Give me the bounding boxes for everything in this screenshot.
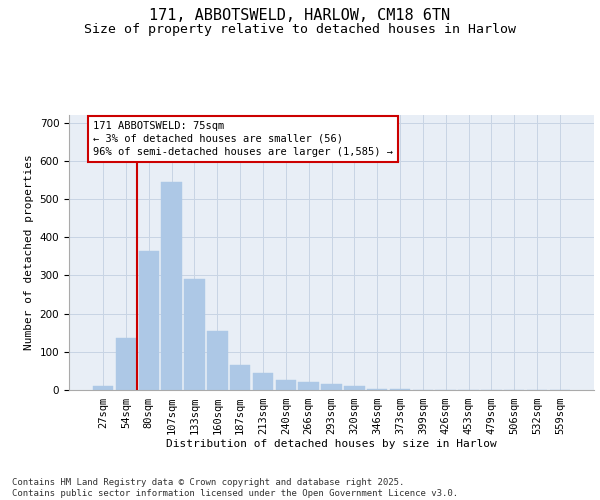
Y-axis label: Number of detached properties: Number of detached properties <box>24 154 34 350</box>
Bar <box>275 380 296 390</box>
Text: Size of property relative to detached houses in Harlow: Size of property relative to detached ho… <box>84 22 516 36</box>
Bar <box>390 389 410 390</box>
Bar <box>116 338 136 390</box>
Bar <box>253 373 273 390</box>
Text: Contains HM Land Registry data © Crown copyright and database right 2025.
Contai: Contains HM Land Registry data © Crown c… <box>12 478 458 498</box>
Bar <box>344 386 365 390</box>
Bar <box>184 279 205 390</box>
Bar <box>161 182 182 390</box>
Text: 171 ABBOTSWELD: 75sqm
← 3% of detached houses are smaller (56)
96% of semi-detac: 171 ABBOTSWELD: 75sqm ← 3% of detached h… <box>93 120 393 157</box>
Bar <box>230 365 250 390</box>
Bar <box>93 386 113 390</box>
Bar <box>298 382 319 390</box>
Bar <box>139 250 159 390</box>
X-axis label: Distribution of detached houses by size in Harlow: Distribution of detached houses by size … <box>166 440 497 450</box>
Bar <box>321 384 342 390</box>
Bar <box>207 331 227 390</box>
Text: 171, ABBOTSWELD, HARLOW, CM18 6TN: 171, ABBOTSWELD, HARLOW, CM18 6TN <box>149 8 451 22</box>
Bar <box>367 389 388 390</box>
